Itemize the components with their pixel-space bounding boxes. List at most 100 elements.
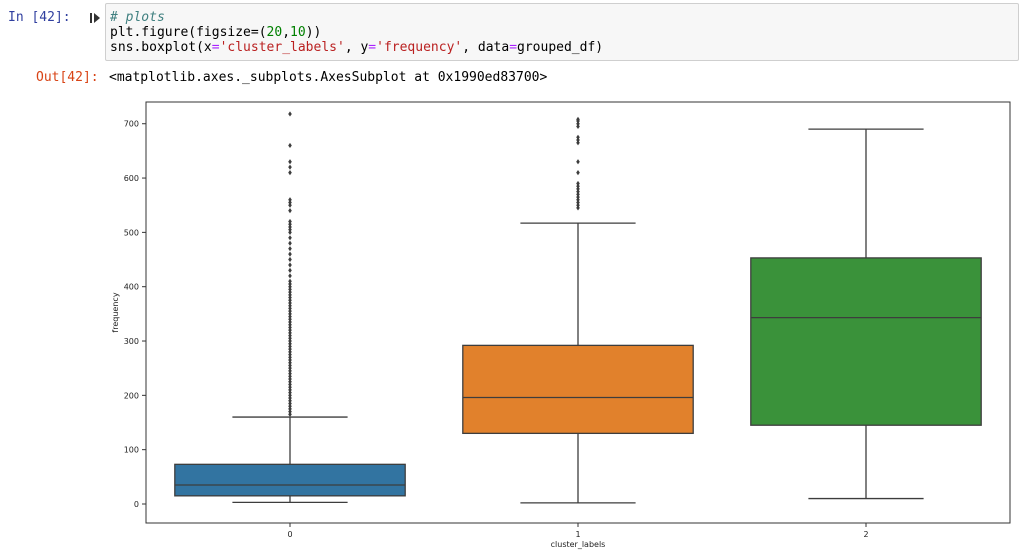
outlier-point bbox=[288, 390, 292, 396]
box-group-2 bbox=[750, 128, 982, 500]
outlier-point bbox=[288, 251, 292, 257]
box-iqr bbox=[462, 344, 694, 435]
y-tick-label: 0 bbox=[134, 500, 139, 509]
outlier-point bbox=[288, 289, 292, 295]
outlier-point bbox=[288, 170, 292, 176]
outlier-point bbox=[288, 354, 292, 360]
outlier-point bbox=[576, 194, 580, 200]
y-tick-label: 400 bbox=[124, 283, 139, 292]
code-token: plt.figure(figsize=( bbox=[110, 25, 267, 40]
outlier-point bbox=[288, 324, 292, 331]
outlier-point bbox=[288, 303, 292, 309]
outlier-point bbox=[288, 330, 292, 336]
outlier-point bbox=[288, 349, 292, 355]
outlier-point bbox=[288, 392, 292, 398]
box-group-1 bbox=[462, 116, 694, 504]
outlier-point bbox=[288, 352, 292, 358]
y-tick-label: 300 bbox=[124, 337, 139, 346]
y-axis-label: frequency bbox=[111, 292, 120, 332]
outlier-point bbox=[576, 180, 580, 187]
code-string: 'frequency' bbox=[376, 40, 463, 55]
code-token: , bbox=[282, 25, 291, 40]
box-group-0 bbox=[174, 111, 406, 504]
outlier-point bbox=[288, 338, 292, 344]
outlier-point bbox=[288, 159, 292, 165]
code-token: , y bbox=[344, 40, 369, 55]
outlier-point bbox=[288, 208, 292, 214]
outlier-point bbox=[288, 262, 292, 268]
outlier-point bbox=[288, 278, 292, 284]
outlier-point bbox=[288, 400, 292, 407]
outlier-point bbox=[288, 267, 292, 273]
outlier-point bbox=[288, 381, 292, 388]
outlier-point bbox=[288, 292, 292, 298]
y-tick-label: 600 bbox=[124, 174, 139, 183]
x-tick-label: 2 bbox=[863, 530, 868, 539]
code-token: , data bbox=[462, 40, 510, 55]
code-number: 10 bbox=[290, 25, 306, 40]
outlier-point bbox=[288, 197, 292, 203]
outlier-point bbox=[288, 343, 292, 350]
outlier-point bbox=[288, 273, 292, 279]
outlier-point bbox=[288, 142, 292, 149]
outlier-point bbox=[288, 371, 292, 377]
outlier-point bbox=[576, 170, 580, 176]
outlier-point bbox=[288, 281, 292, 287]
outlier-point bbox=[288, 202, 292, 208]
x-axis-label: cluster_labels bbox=[551, 540, 606, 549]
code-line-1: # plots bbox=[110, 10, 165, 25]
outlier-point bbox=[288, 368, 292, 374]
outlier-point bbox=[288, 395, 292, 401]
outlier-point bbox=[288, 319, 292, 325]
code-line-2: plt.figure(figsize=(20,10)) bbox=[110, 25, 321, 40]
outlier-point bbox=[288, 227, 292, 233]
outlier-point bbox=[288, 111, 292, 117]
outlier-point bbox=[288, 322, 292, 328]
code-token: sns.boxplot(x bbox=[110, 40, 212, 55]
outlier-point bbox=[288, 406, 292, 412]
outlier-point bbox=[288, 240, 292, 246]
boxplot-chart: 0 100 200 300 400 500 600 700 0 1 2 cluster_labels f… bbox=[111, 101, 1011, 549]
outlier-point bbox=[288, 221, 292, 227]
code-input-area[interactable]: # plots plt.figure(figsize=(20,10)) sns.… bbox=[105, 3, 1019, 61]
outlier-point bbox=[288, 297, 292, 303]
x-tick-label: 1 bbox=[575, 530, 580, 539]
outlier-point bbox=[288, 199, 292, 206]
outlier-point bbox=[288, 316, 292, 322]
outlier-point bbox=[288, 327, 292, 333]
outlier-point bbox=[288, 362, 292, 369]
output-text: <matplotlib.axes._subplots.AxesSubplot a… bbox=[109, 70, 548, 85]
outlier-point bbox=[288, 335, 292, 341]
outlier-point bbox=[288, 224, 292, 230]
outlier-point bbox=[288, 256, 292, 263]
code-token: )) bbox=[305, 25, 322, 40]
box-iqr bbox=[750, 257, 982, 426]
code-line-3: sns.boxplot(x='cluster_labels', y='frequ… bbox=[110, 40, 603, 55]
outlier-point bbox=[288, 357, 292, 363]
y-tick-label: 100 bbox=[124, 446, 139, 455]
outlier-point bbox=[288, 332, 292, 339]
outlier-point bbox=[288, 294, 292, 301]
outlier-point bbox=[288, 360, 292, 366]
outlier-point bbox=[288, 387, 292, 393]
outlier-point bbox=[288, 286, 292, 293]
code-string: 'cluster_labels' bbox=[219, 40, 345, 55]
outlier-point bbox=[288, 229, 292, 235]
code-operator: = bbox=[368, 40, 377, 55]
outlier-point bbox=[576, 159, 580, 165]
outlier-point bbox=[288, 379, 292, 385]
outlier-point bbox=[288, 346, 292, 352]
outlier-point bbox=[288, 164, 292, 170]
outlier-point bbox=[288, 384, 292, 390]
outlier-point bbox=[288, 403, 292, 409]
run-cell-icon[interactable] bbox=[88, 10, 102, 24]
output-prompt: Out[42]: bbox=[36, 70, 99, 85]
outlier-point bbox=[288, 411, 292, 417]
y-tick-label: 700 bbox=[124, 120, 139, 129]
y-tick-label: 200 bbox=[124, 391, 139, 400]
code-token: grouped_df) bbox=[517, 40, 604, 55]
x-tick-label: 0 bbox=[287, 530, 292, 539]
code-number: 20 bbox=[266, 25, 283, 40]
code-operator: = bbox=[509, 40, 518, 55]
outlier-point bbox=[576, 134, 580, 140]
